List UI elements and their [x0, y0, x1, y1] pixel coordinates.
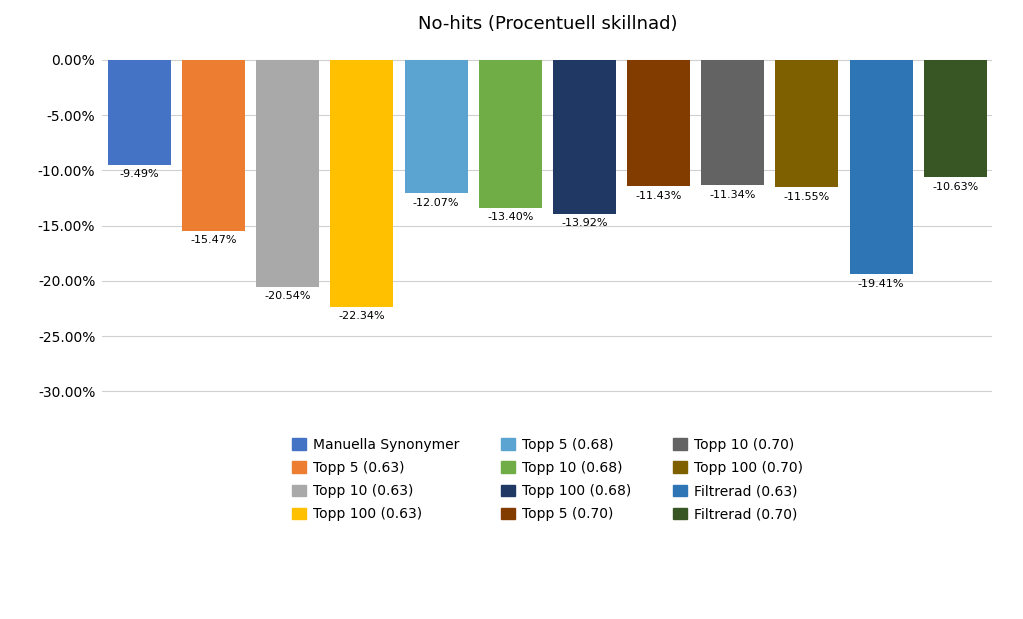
- Bar: [479, 60, 542, 208]
- Text: -11.34%: -11.34%: [710, 189, 756, 199]
- Text: -13.40%: -13.40%: [487, 212, 533, 222]
- Bar: [107, 60, 171, 165]
- Bar: [404, 60, 468, 193]
- Bar: [330, 60, 394, 306]
- Text: -11.43%: -11.43%: [635, 191, 681, 201]
- Bar: [924, 60, 987, 177]
- Text: -19.41%: -19.41%: [858, 279, 904, 288]
- Text: -15.47%: -15.47%: [190, 235, 236, 245]
- Text: -12.07%: -12.07%: [413, 197, 459, 207]
- Text: -11.55%: -11.55%: [784, 192, 830, 202]
- Bar: [849, 60, 913, 274]
- Bar: [256, 60, 319, 287]
- Bar: [627, 60, 691, 186]
- Text: -20.54%: -20.54%: [265, 291, 311, 301]
- Bar: [182, 60, 246, 231]
- Text: -13.92%: -13.92%: [562, 218, 608, 228]
- Text: -9.49%: -9.49%: [120, 169, 160, 179]
- Bar: [552, 60, 616, 214]
- Text: -10.63%: -10.63%: [932, 182, 978, 192]
- Legend: Manuella Synonymer, Topp 5 (0.63), Topp 10 (0.63), Topp 100 (0.63), Topp 5 (0.68: Manuella Synonymer, Topp 5 (0.63), Topp …: [293, 438, 802, 521]
- Text: -22.34%: -22.34%: [339, 311, 386, 321]
- Bar: [775, 60, 839, 188]
- Bar: [701, 60, 764, 185]
- Title: No-hits (Procentuell skillnad): No-hits (Procentuell skillnad): [417, 15, 677, 33]
